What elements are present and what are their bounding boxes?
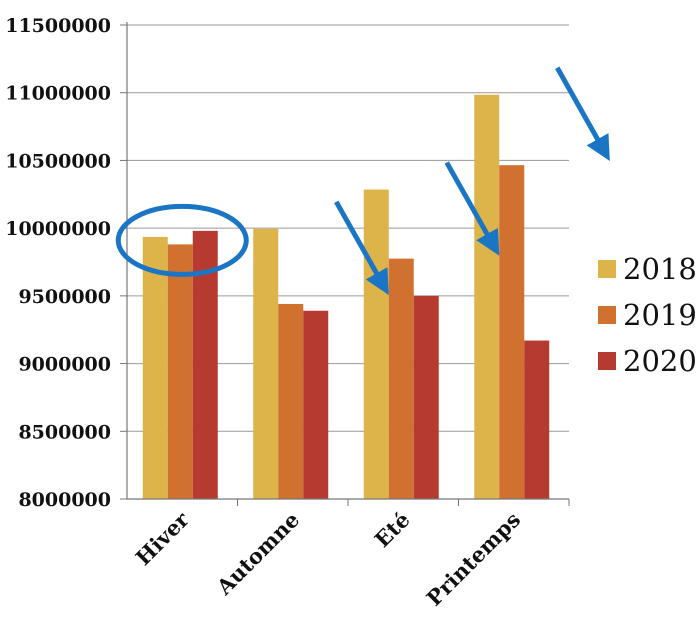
x-category-labels: Hiver Automne Eté Printemps	[131, 506, 526, 611]
bar-automne-2020	[303, 310, 329, 499]
bars-group	[142, 94, 550, 499]
legend-label: 2019	[623, 298, 697, 332]
y-tick-label: 11000000	[5, 83, 111, 105]
y-tick-label: 10500000	[5, 150, 111, 172]
y-tick-label: 8500000	[18, 421, 111, 443]
bar-printemps-2018	[474, 94, 500, 499]
y-tick-label: 8000000	[18, 489, 111, 511]
bar-eté-2020	[413, 295, 439, 499]
legend-label: 2018	[623, 252, 697, 286]
decrease-arrow	[334, 200, 389, 296]
x-category-label: Eté	[369, 507, 414, 552]
axes-group	[120, 22, 570, 506]
decrease-arrow	[555, 66, 610, 161]
x-category-label: Hiver	[131, 506, 195, 570]
legend-swatch-2019	[598, 306, 616, 324]
y-tick-label: 11500000	[5, 15, 111, 37]
legend-swatch-2018	[598, 260, 616, 278]
decrease-arrow	[444, 161, 500, 256]
highlight-ellipse	[115, 203, 249, 277]
bar-automne-2019	[278, 303, 304, 499]
y-tick-label: 10000000	[5, 218, 111, 240]
bar-eté-2018	[363, 189, 389, 499]
legend-swatch-2020	[598, 352, 616, 370]
bar-hiver-2019	[167, 244, 193, 499]
bar-printemps-2020	[524, 340, 550, 499]
bar-automne-2018	[253, 228, 279, 499]
legend-label: 2020	[623, 344, 697, 378]
y-tick-label: 9500000	[18, 286, 111, 308]
annotations-group	[115, 66, 610, 296]
x-category-label: Automne	[211, 507, 304, 600]
y-tick-label: 9000000	[18, 354, 111, 376]
bar-eté-2019	[388, 258, 414, 499]
legend: 2018 2019 2020	[598, 252, 697, 378]
bar-printemps-2019	[499, 165, 525, 499]
y-tick-labels: 8000000 8500000 9000000 9500000 10000000 1050…	[5, 15, 111, 511]
bar-hiver-2018	[142, 236, 168, 499]
x-category-label: Printemps	[421, 507, 525, 611]
